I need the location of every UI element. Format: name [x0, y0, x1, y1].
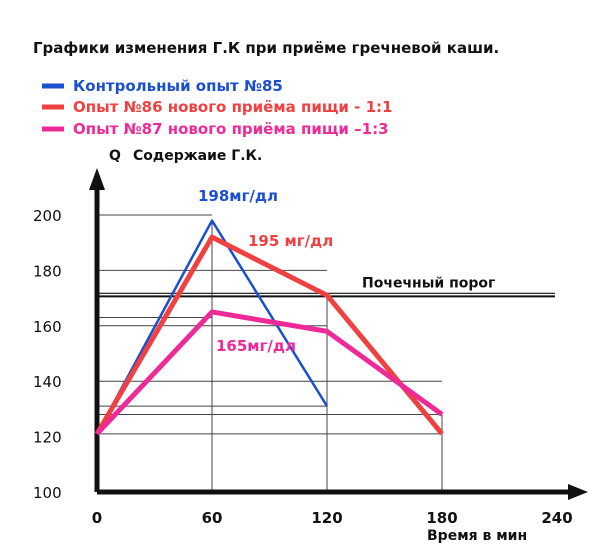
annotation-2: 195 мг/дл [248, 232, 333, 250]
x-tick-label: 0 [92, 509, 102, 527]
threshold-label: Почечный порог [362, 275, 495, 291]
series-line-1 [95, 219, 329, 435]
y-tick-label: 160 [33, 318, 62, 336]
y-axis-arrow [89, 168, 105, 190]
x-axis-label: Время в мин [427, 528, 527, 544]
y-ticks: 100 120 140 160 180 200 [33, 207, 62, 502]
series-line-3 [95, 309, 444, 436]
y-tick-label: 100 [33, 484, 62, 502]
x-tick-label: 60 [202, 509, 223, 527]
x-tick-label: 240 [541, 509, 572, 527]
annotations: 198мг/дл 195 мг/дл 165мг/дл [198, 187, 333, 355]
legend-label-1: Контрольный опыт №85 [73, 77, 283, 95]
y-axis-label: Содержаие Г.К. [133, 148, 262, 164]
y-tick-label: 120 [33, 429, 62, 447]
grid [97, 214, 443, 492]
annotation-3: 165мг/дл [216, 337, 296, 355]
y-tick-label: 180 [33, 262, 62, 280]
legend-label-2: Опыт №86 нового приёма пищи - 1:1 [73, 98, 392, 116]
y-tick-label: 200 [33, 207, 62, 225]
chart-title: Графики изменения Г.К при приёме гречнев… [33, 39, 499, 57]
y-axis-letter: Q [109, 148, 121, 164]
axes [89, 168, 588, 500]
legend: Контрольный опыт №85 Опыт №86 нового приё… [42, 77, 392, 138]
series-lines [94, 219, 444, 436]
legend-label-3: Опыт №87 нового приёма пищи –1:3 [73, 120, 389, 138]
x-ticks: 0 60 120 180 240 [92, 509, 573, 527]
series-line-2 [94, 234, 444, 436]
x-tick-label: 120 [311, 509, 342, 527]
annotation-1: 198мг/дл [198, 187, 278, 205]
x-axis-arrow [568, 484, 588, 500]
y-tick-label: 140 [33, 373, 62, 391]
x-tick-label: 180 [426, 509, 457, 527]
